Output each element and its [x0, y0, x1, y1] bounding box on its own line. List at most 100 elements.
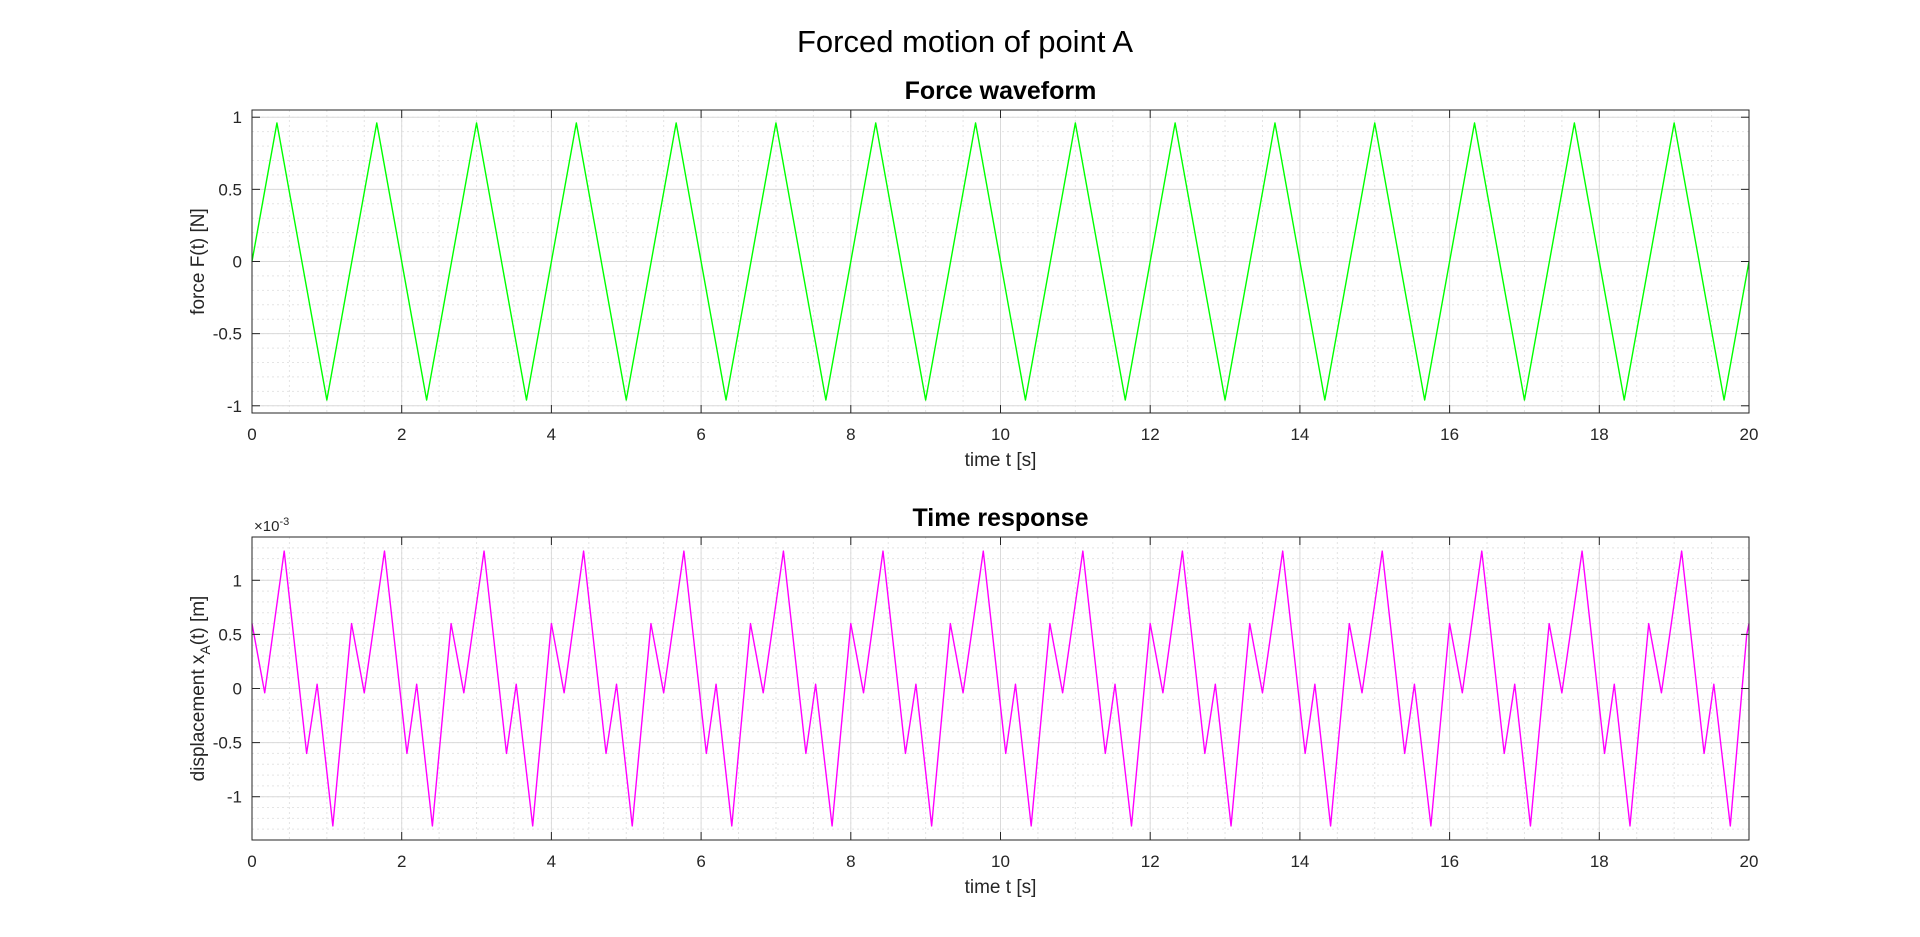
data-point: [706, 753, 708, 755]
data-point: [1162, 692, 1164, 694]
data-point: [264, 692, 266, 694]
data-point: [783, 550, 785, 552]
data-point: [750, 623, 752, 625]
axes-title: Time response: [912, 504, 1088, 532]
data-point: [1015, 683, 1017, 685]
data-point: [762, 692, 764, 694]
data-point: [1330, 825, 1332, 827]
data-point: [915, 683, 917, 685]
data-point: [483, 550, 485, 552]
data-point: [775, 122, 777, 124]
y-axis-label-main: displacement x: [188, 654, 209, 781]
data-point: [1030, 825, 1032, 827]
data-point: [631, 825, 633, 827]
data-point: [975, 122, 977, 124]
data-point: [1114, 683, 1116, 685]
y-tick-label: -0.5: [213, 734, 242, 753]
data-point: [925, 399, 927, 401]
series-line: [251, 550, 1750, 827]
y-tick-label: 0.5: [218, 625, 242, 644]
data-point: [1561, 692, 1563, 694]
data-point: [1374, 122, 1376, 124]
data-point: [1548, 623, 1550, 625]
data-point: [515, 683, 517, 685]
data-point: [283, 550, 285, 552]
data-point: [1230, 825, 1232, 827]
data-point: [506, 753, 508, 755]
x-tick-label: 2: [397, 425, 406, 444]
y-exponent-label: ×10-3: [254, 516, 289, 535]
y-tick-label: 0.5: [218, 180, 242, 199]
data-point: [332, 825, 334, 827]
data-point: [416, 683, 418, 685]
force-axes: 0 2 4 6 8 10 12 14 16 18 20 -1 -0.5 0 0.5 1 Force wavefo…: [188, 77, 1758, 471]
x-tick-label: 4: [547, 425, 556, 444]
data-point: [1681, 550, 1683, 552]
y-tick-label: -0.5: [213, 325, 242, 344]
data-point: [1661, 692, 1663, 694]
data-point: [663, 692, 665, 694]
data-point: [1424, 399, 1426, 401]
data-point: [850, 623, 852, 625]
x-tick-label: 2: [397, 852, 406, 871]
data-point: [1204, 753, 1206, 755]
data-point: [1414, 683, 1416, 685]
data-point: [1729, 825, 1731, 827]
y-exponent-power: -3: [279, 516, 289, 528]
data-point: [616, 683, 618, 685]
major-grid: [251, 537, 1750, 840]
data-point: [950, 623, 952, 625]
data-point: [1381, 550, 1383, 552]
data-point: [1224, 399, 1226, 401]
x-tick-label: 0: [247, 852, 256, 871]
data-point: [1530, 825, 1532, 827]
data-point: [1131, 825, 1133, 827]
x-tick-label: 10: [991, 852, 1010, 871]
x-tick-label: 12: [1141, 425, 1160, 444]
response-axes: 0 2 4 6 8 10 12 14 16 18 20 -1 -0.5 0 0.5 1 Time respons…: [188, 504, 1758, 898]
data-point: [1282, 550, 1284, 552]
data-point: [725, 399, 727, 401]
data-point: [1215, 683, 1217, 685]
x-tick-label: 14: [1290, 852, 1309, 871]
data-point: [1304, 753, 1306, 755]
data-point: [1082, 550, 1084, 552]
data-point: [406, 753, 408, 755]
data-point: [1581, 550, 1583, 552]
data-point: [675, 122, 677, 124]
y-axis-label-subscript: A: [197, 645, 213, 655]
data-point: [1604, 753, 1606, 755]
y-tick-label: 0: [233, 253, 242, 272]
x-tick-label: 20: [1740, 852, 1759, 871]
data-point: [1503, 753, 1505, 755]
x-tick-label: 4: [547, 852, 556, 871]
data-point: [1462, 692, 1464, 694]
data-point: [1249, 623, 1251, 625]
data-point: [1613, 683, 1615, 685]
data-point: [463, 692, 465, 694]
data-point: [1623, 399, 1625, 401]
data-point: [426, 399, 428, 401]
data-point: [683, 550, 685, 552]
data-point: [715, 683, 717, 685]
data-point: [1182, 550, 1184, 552]
data-point: [276, 122, 278, 124]
x-tick-label: 18: [1590, 425, 1609, 444]
data-point: [1703, 753, 1705, 755]
x-tick-label: 16: [1440, 425, 1459, 444]
data-point: [1324, 399, 1326, 401]
data-point: [831, 825, 833, 827]
y-tick-label: -1: [227, 397, 242, 416]
data-point: [1474, 122, 1476, 124]
data-point: [1005, 753, 1007, 755]
data-point: [1075, 122, 1077, 124]
data-point: [1524, 399, 1526, 401]
y-exponent-base: ×10: [254, 518, 279, 535]
x-tick-label: 6: [696, 425, 705, 444]
x-tick-label: 0: [247, 425, 256, 444]
y-axis-label: force F(t) [N]: [188, 208, 209, 315]
data-point: [476, 122, 478, 124]
x-axis-label: time t [s]: [965, 877, 1037, 898]
figure-title: Forced motion of point A: [797, 24, 1133, 59]
